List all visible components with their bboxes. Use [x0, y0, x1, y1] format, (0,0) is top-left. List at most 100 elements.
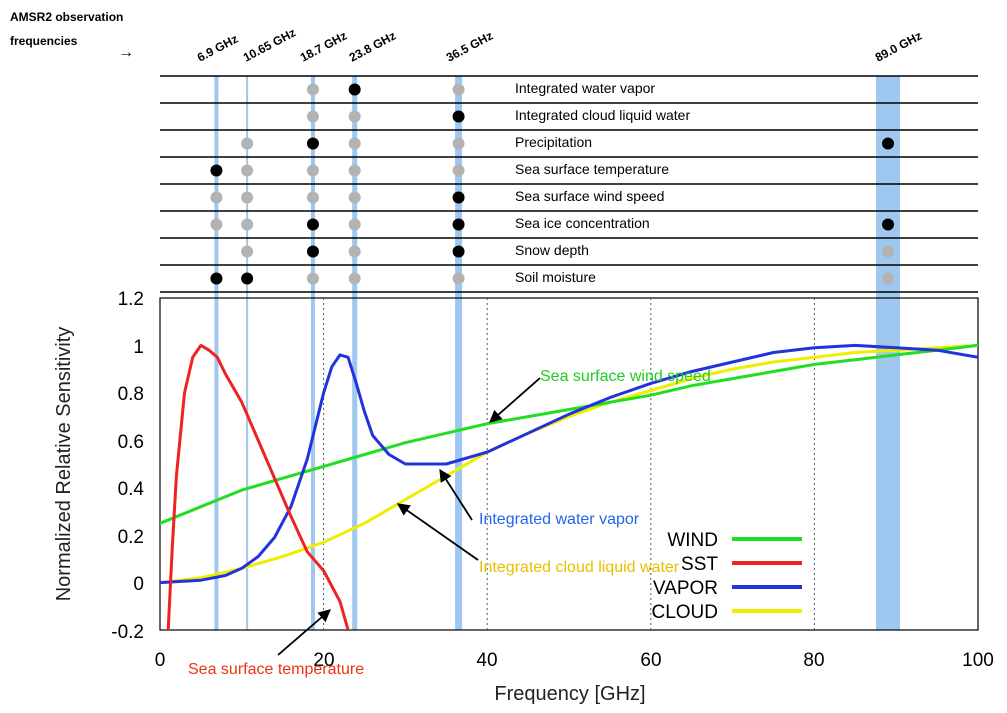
annotation-arrow-vapor: [439, 468, 473, 521]
product-label: Integrated cloud liquid water: [515, 107, 690, 123]
channel-dot-primary: [241, 272, 254, 285]
channel-dot-secondary: [452, 83, 465, 96]
channel-dot-secondary: [882, 245, 895, 258]
channel-dot-primary: [452, 110, 465, 123]
channel-dot-primary: [452, 245, 465, 258]
y-tick-label: 0.2: [118, 527, 144, 548]
y-tick-label: 0.4: [118, 479, 145, 500]
channel-dot-secondary: [306, 83, 319, 96]
channel-dot-secondary: [348, 191, 361, 204]
header-title-line2: frequencies: [10, 34, 78, 48]
annotation-vapor: Integrated water vapor: [479, 511, 640, 528]
channel-band: [352, 76, 358, 630]
channel-dot-secondary: [348, 272, 361, 285]
product-label: Sea surface temperature: [515, 161, 669, 177]
legend-label-cloud: CLOUD: [651, 602, 718, 623]
channel-dot-secondary: [306, 164, 319, 177]
annotation-wind: Sea surface wind speed: [540, 368, 711, 385]
x-tick-label: 0: [155, 650, 166, 671]
channel-label-10-65: 10.65 GHz: [241, 25, 298, 64]
channel-dot-secondary: [452, 272, 465, 285]
channel-label-89-0: 89.0 GHz: [873, 28, 924, 64]
x-tick-label: 60: [640, 650, 661, 671]
channel-dot-secondary: [348, 218, 361, 231]
product-label: Integrated water vapor: [515, 80, 655, 96]
x-axis-label: Frequency [GHz]: [494, 683, 645, 705]
channel-dot-secondary: [241, 191, 254, 204]
x-tick-label: 100: [962, 650, 994, 671]
legend: WIND SST VAPOR CLOUD: [651, 530, 802, 623]
annotation-arrow-sst: [277, 609, 331, 656]
channel-dot-secondary: [452, 164, 465, 177]
product-label: Sea surface wind speed: [515, 188, 664, 204]
channel-band: [455, 76, 463, 630]
channel-dot-primary: [210, 272, 223, 285]
product-label: Snow depth: [515, 242, 589, 258]
y-axis-label: Normalized Relative Sensitivity: [53, 327, 75, 602]
plot-frame: [159, 297, 979, 631]
channel-dot-primary: [306, 218, 319, 231]
x-tick-label: 20: [313, 650, 334, 671]
plot-series: [160, 343, 978, 630]
channel-dot-secondary: [210, 218, 223, 231]
annotation-arrow-cloud: [396, 503, 479, 561]
y-tick-label: 1: [133, 337, 144, 358]
x-tick-label: 40: [476, 650, 497, 671]
y-tick-label: 0.8: [118, 384, 144, 405]
channel-dot-secondary: [241, 137, 254, 150]
product-table: Integrated water vapor Integrated cloud …: [160, 75, 978, 293]
header-arrow: →: [118, 44, 134, 61]
x-tick-label: 80: [803, 650, 824, 671]
channel-dot-secondary: [306, 191, 319, 204]
table-dots: [210, 83, 895, 285]
channel-dot-primary: [882, 218, 895, 231]
channel-label-18-7: 18.7 GHz: [298, 28, 349, 64]
series-line-vapor: [160, 343, 978, 585]
product-label: Precipitation: [515, 134, 592, 150]
channel-dot-secondary: [348, 245, 361, 258]
channel-dot-primary: [210, 164, 223, 177]
annotation-arrow-wind: [489, 377, 541, 423]
channel-dot-primary: [306, 137, 319, 150]
channel-dot-secondary: [306, 110, 319, 123]
channel-band: [310, 76, 315, 630]
channel-dot-primary: [452, 191, 465, 204]
table-row-lines: [160, 75, 978, 293]
annotation-cloud: Integrated cloud liquid water: [479, 559, 680, 576]
channel-dot-secondary: [452, 137, 465, 150]
legend-label-vapor: VAPOR: [653, 578, 718, 599]
y-tick-label: 0: [133, 574, 144, 595]
y-tick-label: 0.6: [118, 432, 144, 453]
channel-band: [876, 76, 901, 630]
channel-dot-secondary: [241, 245, 254, 258]
channel-label-6-9: 6.9 GHz: [195, 32, 240, 65]
header-title-line1: AMSR2 observation: [10, 10, 123, 24]
channel-dot-secondary: [306, 272, 319, 285]
channel-band: [246, 76, 249, 630]
channel-dot-primary: [452, 218, 465, 231]
annotation-sst: Sea surface temperature: [188, 661, 364, 678]
plot-grid: [323, 298, 815, 630]
legend-label-sst: SST: [681, 554, 718, 575]
channel-label-36-5: 36.5 GHz: [444, 28, 495, 64]
channel-dot-secondary: [241, 218, 254, 231]
y-tick-label: -0.2: [111, 622, 144, 643]
channel-dot-secondary: [882, 272, 895, 285]
channel-label-23-8: 23.8 GHz: [347, 28, 398, 64]
series-line-wind: [160, 343, 978, 525]
channel-dot-secondary: [348, 137, 361, 150]
channel-bands: [214, 76, 901, 630]
channel-dot-secondary: [348, 164, 361, 177]
channel-dot-secondary: [210, 191, 223, 204]
product-label: Sea ice concentration: [515, 215, 650, 231]
channel-dot-primary: [882, 137, 895, 150]
series-line-cloud: [160, 343, 978, 585]
product-label: Soil moisture: [515, 269, 596, 285]
channel-dot-primary: [348, 83, 361, 96]
legend-label-wind: WIND: [667, 530, 718, 551]
channel-band: [214, 76, 219, 630]
channel-dot-secondary: [348, 110, 361, 123]
channel-dot-secondary: [241, 164, 254, 177]
series-line-sst: [166, 343, 350, 630]
